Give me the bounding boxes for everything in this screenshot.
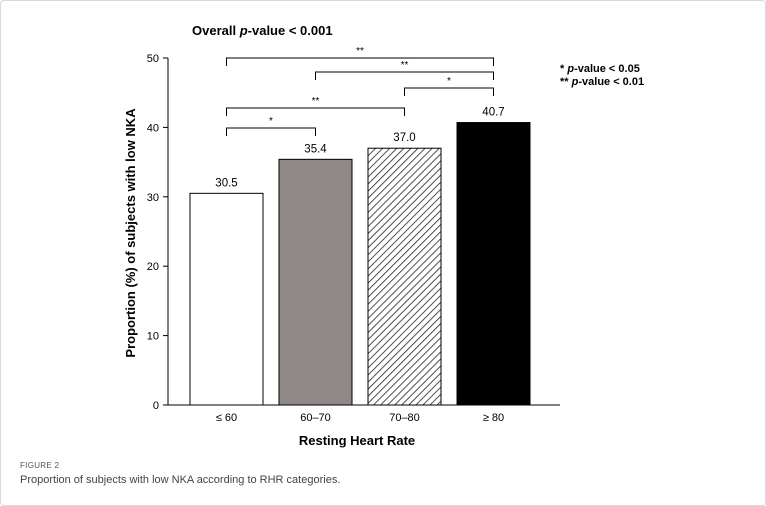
bar-value-label: 30.5 <box>215 177 237 189</box>
y-tick-label: 40 <box>147 122 159 134</box>
x-tick-label: ≤ 60 <box>216 412 237 424</box>
significance-bracket <box>226 57 494 66</box>
legend-entry: ** p-value < 0.01 <box>560 76 644 88</box>
x-axis-label: Resting Heart Rate <box>299 433 415 448</box>
y-tick-label: 10 <box>147 331 159 343</box>
significance-label: ** <box>401 60 409 71</box>
significance-bracket <box>226 127 316 136</box>
bar <box>456 122 531 406</box>
x-tick-label: ≥ 80 <box>483 412 504 424</box>
legend-entry: * p-value < 0.05 <box>560 63 640 75</box>
significance-brackets: ******** <box>226 46 494 136</box>
y-axis-label: Proportion (%) of subjects with low NKA <box>123 108 138 358</box>
y-tick-label: 30 <box>147 192 159 204</box>
y-tick-label: 0 <box>153 400 159 412</box>
significance-bracket <box>226 107 405 116</box>
y-tick-label: 50 <box>147 53 159 65</box>
significance-legend: * p-value < 0.05** p-value < 0.01 <box>560 63 644 88</box>
bar <box>367 147 442 406</box>
significance-bracket <box>315 71 494 80</box>
x-tick-label: 60–70 <box>300 412 331 424</box>
bar-value-label: 35.4 <box>304 143 327 155</box>
bars: 30.5 ≤ 60 35.4 60–70 37.0 70–80 40.7 ≥ 80 <box>189 107 531 424</box>
significance-label: ** <box>356 46 364 57</box>
significance-label: ** <box>312 96 320 107</box>
significance-bracket <box>404 87 494 96</box>
y-tick-label: 20 <box>147 261 159 273</box>
bar <box>278 158 353 406</box>
figure-label: FIGURE 2 <box>20 461 60 470</box>
bar-chart: Overall p-value < 0.001 Proportion (%) o… <box>123 23 644 448</box>
bar <box>189 192 264 406</box>
bar-value-label: 37.0 <box>393 132 415 144</box>
x-tick-label: 70–80 <box>389 412 420 424</box>
chart-title: Overall p-value < 0.001 <box>192 23 333 38</box>
significance-label: * <box>447 76 451 87</box>
significance-label: * <box>269 116 273 127</box>
bar-value-label: 40.7 <box>482 107 504 119</box>
figure-caption: Proportion of subjects with low NKA acco… <box>20 474 341 486</box>
